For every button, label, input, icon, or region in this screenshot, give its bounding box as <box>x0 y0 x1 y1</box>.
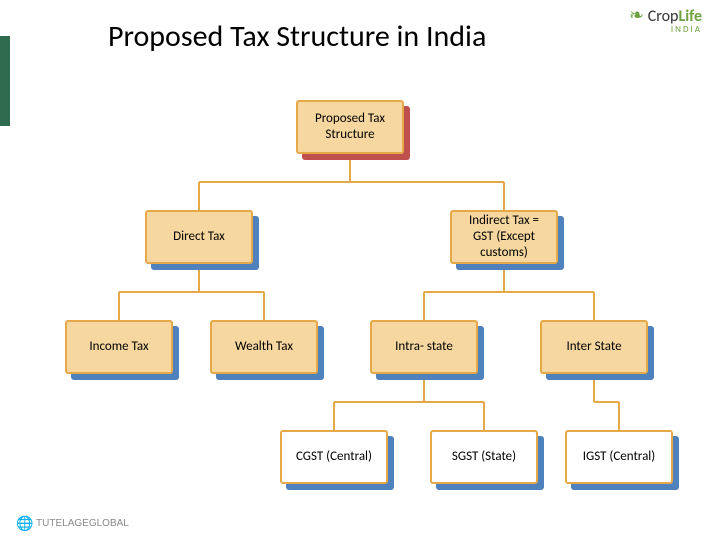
node-label-wealth: Wealth Tax <box>235 339 293 355</box>
node-indirect: Indirect Tax = GST (Except customs) <box>450 210 558 264</box>
globe-icon: 🌐 <box>16 515 33 531</box>
connector <box>503 182 505 210</box>
connector <box>119 291 264 293</box>
node-label-igst: IGST (Central) <box>583 449 655 465</box>
connector <box>333 402 335 430</box>
brand-logo: ❧ CropLife INDIA <box>629 6 702 34</box>
node-cgst: CGST (Central) <box>280 430 388 484</box>
connector <box>594 401 619 403</box>
connector <box>618 402 620 430</box>
node-intra: Intra- state <box>370 320 478 374</box>
org-diagram: Proposed Tax Structure Direct Tax Indirect… <box>0 90 720 510</box>
node-root: Proposed Tax Structure <box>296 100 404 154</box>
connector <box>423 292 425 320</box>
footer-text: TUTELAGEGLOBAL <box>36 518 129 529</box>
node-label-direct: Direct Tax <box>173 229 225 245</box>
logo-tag: INDIA <box>629 25 702 34</box>
connector <box>118 292 120 320</box>
node-label-income: Income Tax <box>89 339 148 355</box>
node-label-intra: Intra- state <box>395 339 453 355</box>
node-wealth: Wealth Tax <box>210 320 318 374</box>
node-label-indirect: Indirect Tax = GST (Except customs) <box>458 213 550 262</box>
connector <box>483 402 485 430</box>
node-sgst: SGST (State) <box>430 430 538 484</box>
connector <box>263 292 265 320</box>
node-label-cgst: CGST (Central) <box>296 449 372 465</box>
node-label-root: Proposed Tax Structure <box>304 111 396 144</box>
leaf-icon: ❧ <box>629 4 644 26</box>
page-title: Proposed Tax Structure in India <box>108 18 486 55</box>
footer-logo: 🌐 TUTELAGEGLOBAL <box>16 515 129 532</box>
node-income: Income Tax <box>65 320 173 374</box>
connector <box>198 182 200 210</box>
node-igst: IGST (Central) <box>565 430 673 484</box>
connector <box>199 181 504 183</box>
node-label-inter: Inter State <box>566 339 621 355</box>
node-label-sgst: SGST (State) <box>452 449 516 465</box>
connector <box>593 292 595 320</box>
connector <box>424 291 594 293</box>
connector <box>334 401 484 403</box>
node-direct: Direct Tax <box>145 210 253 264</box>
node-inter: Inter State <box>540 320 648 374</box>
